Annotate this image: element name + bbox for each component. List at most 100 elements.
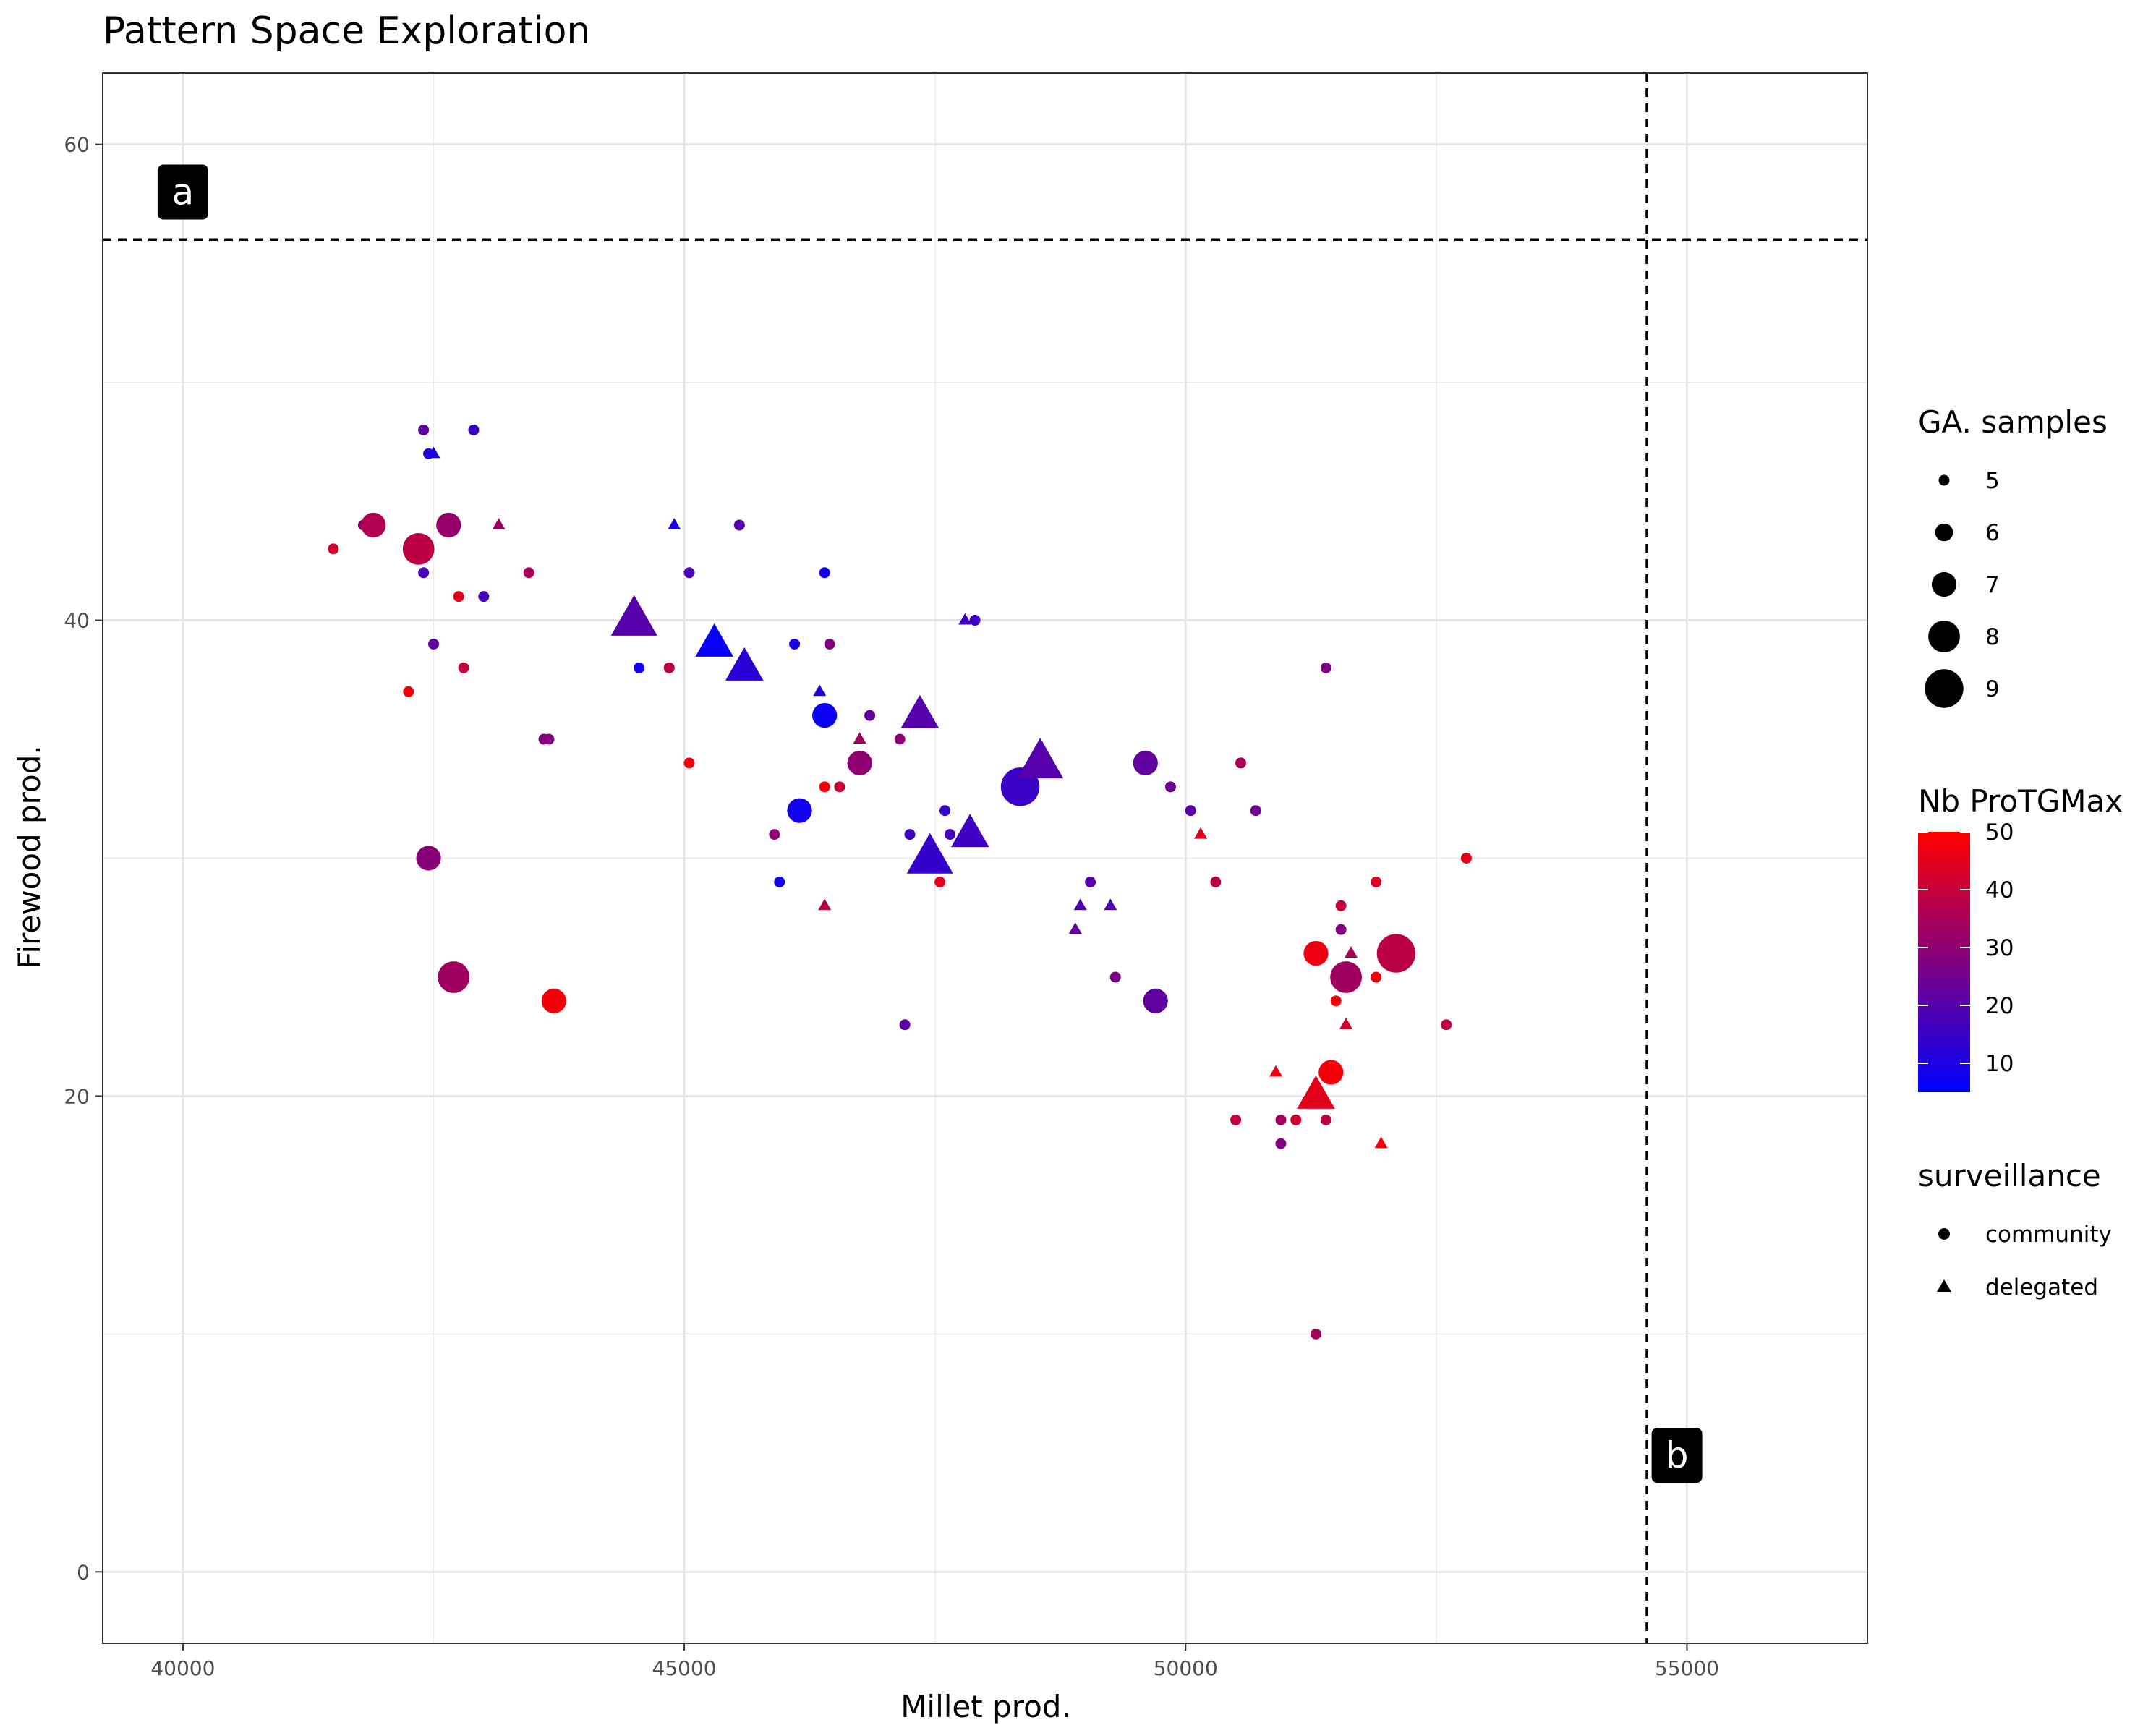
point-triangle xyxy=(1017,738,1064,779)
point-circle xyxy=(361,512,386,538)
point-circle xyxy=(819,781,830,793)
point-circle xyxy=(436,512,461,538)
point-circle xyxy=(847,750,872,776)
x-axis-title: Millet prod. xyxy=(900,1689,1071,1724)
reference-lines xyxy=(103,73,1867,1643)
x-tick-label: 45000 xyxy=(652,1656,717,1680)
point-circle xyxy=(328,543,339,555)
annotation-label-b: b xyxy=(1666,1434,1689,1476)
major-gridlines xyxy=(103,73,1867,1643)
point-circle xyxy=(1311,1328,1321,1340)
size-legend-key xyxy=(1931,571,1957,597)
point-circle xyxy=(1318,1060,1344,1085)
point-circle xyxy=(418,424,430,435)
shape-legend: surveillance community delegated xyxy=(1918,1158,2112,1300)
point-circle xyxy=(1275,1114,1287,1125)
point-circle xyxy=(733,519,745,531)
point-triangle xyxy=(725,647,764,681)
point-triangle xyxy=(1345,946,1358,958)
point-circle xyxy=(1330,961,1362,993)
size-legend-title: GA. samples xyxy=(1918,404,2108,440)
point-triangle xyxy=(906,833,953,874)
point-triangle xyxy=(427,446,440,459)
point-circle xyxy=(819,567,830,579)
point-circle xyxy=(1210,876,1222,887)
point-circle xyxy=(403,686,414,697)
shape-legend-label: community xyxy=(1985,1222,2112,1248)
point-circle xyxy=(969,615,981,626)
point-triangle xyxy=(1073,898,1087,911)
chart-title: Pattern Space Exploration xyxy=(103,9,590,53)
point-triangle xyxy=(853,732,866,744)
shape-legend-title: surveillance xyxy=(1918,1158,2101,1193)
point-circle xyxy=(1460,853,1472,864)
point-circle xyxy=(1376,934,1416,973)
x-tick-label: 50000 xyxy=(1154,1656,1218,1680)
size-legend-key xyxy=(1928,621,1960,652)
y-tick-label: 40 xyxy=(64,609,90,633)
colorbar-tick-label: 30 xyxy=(1985,935,2014,961)
point-circle xyxy=(1185,805,1196,817)
point-circle xyxy=(1335,900,1347,911)
point-circle xyxy=(1335,924,1347,935)
size-legend-label: 7 xyxy=(1985,572,2000,598)
point-circle xyxy=(453,591,464,602)
point-circle xyxy=(1164,781,1176,793)
color-legend: Nb ProTGMax 10 20 30 40 50 xyxy=(1918,783,2123,1092)
point-circle xyxy=(663,662,675,673)
point-circle xyxy=(458,662,469,673)
point-circle xyxy=(438,961,470,993)
point-circle xyxy=(1441,1019,1452,1031)
point-circle xyxy=(834,781,845,793)
annotation-label-a: a xyxy=(172,171,195,213)
point-circle xyxy=(468,424,480,435)
point-triangle xyxy=(818,898,832,911)
point-circle xyxy=(541,988,566,1013)
point-circle xyxy=(1109,971,1121,983)
point-circle xyxy=(1320,1114,1331,1125)
shape-legend-label: delegated xyxy=(1985,1274,2098,1300)
point-circle xyxy=(1250,805,1261,817)
point-circle xyxy=(1275,1138,1287,1149)
y-tick-label: 20 xyxy=(64,1084,90,1108)
point-circle xyxy=(683,757,695,769)
point-circle xyxy=(787,798,812,823)
point-circle xyxy=(543,733,555,745)
point-circle xyxy=(1230,1114,1242,1125)
point-circle xyxy=(1330,995,1342,1007)
x-tick-label: 55000 xyxy=(1655,1656,1719,1680)
point-circle xyxy=(774,876,785,887)
point-triangle xyxy=(668,518,681,529)
point-circle xyxy=(824,638,835,650)
y-tick-label: 0 xyxy=(77,1560,90,1584)
point-triangle xyxy=(492,518,506,529)
size-legend-key xyxy=(1935,523,1953,542)
annotation-label-box xyxy=(1651,1428,1703,1483)
point-circle xyxy=(428,638,439,650)
point-triangle xyxy=(1194,827,1208,839)
point-circle xyxy=(1303,940,1329,966)
point-circle xyxy=(1085,876,1096,887)
colorbar-tick-label: 40 xyxy=(1985,877,2014,903)
size-legend-key xyxy=(1925,669,1964,708)
point-circle xyxy=(478,591,490,602)
colorbar-tick-label: 50 xyxy=(1985,819,2014,846)
x-axis-ticks: 40000 45000 50000 55000 xyxy=(150,1643,1719,1680)
point-circle xyxy=(416,846,441,871)
y-tick-label: 60 xyxy=(64,133,90,157)
point-triangle xyxy=(900,694,939,728)
point-circle xyxy=(1143,988,1168,1013)
point-triangle xyxy=(1068,922,1082,934)
size-legend-label: 9 xyxy=(1985,676,2000,702)
size-legend-key xyxy=(1938,474,1950,486)
point-circle xyxy=(769,829,780,840)
point-circle xyxy=(1371,971,1382,983)
point-triangle xyxy=(1297,1075,1335,1109)
minor-gridlines xyxy=(103,73,1867,1643)
point-circle xyxy=(1371,876,1382,887)
point-triangle xyxy=(1269,1065,1283,1077)
point-circle xyxy=(634,662,645,673)
point-circle xyxy=(864,710,876,721)
point-triangle xyxy=(1339,1017,1353,1029)
